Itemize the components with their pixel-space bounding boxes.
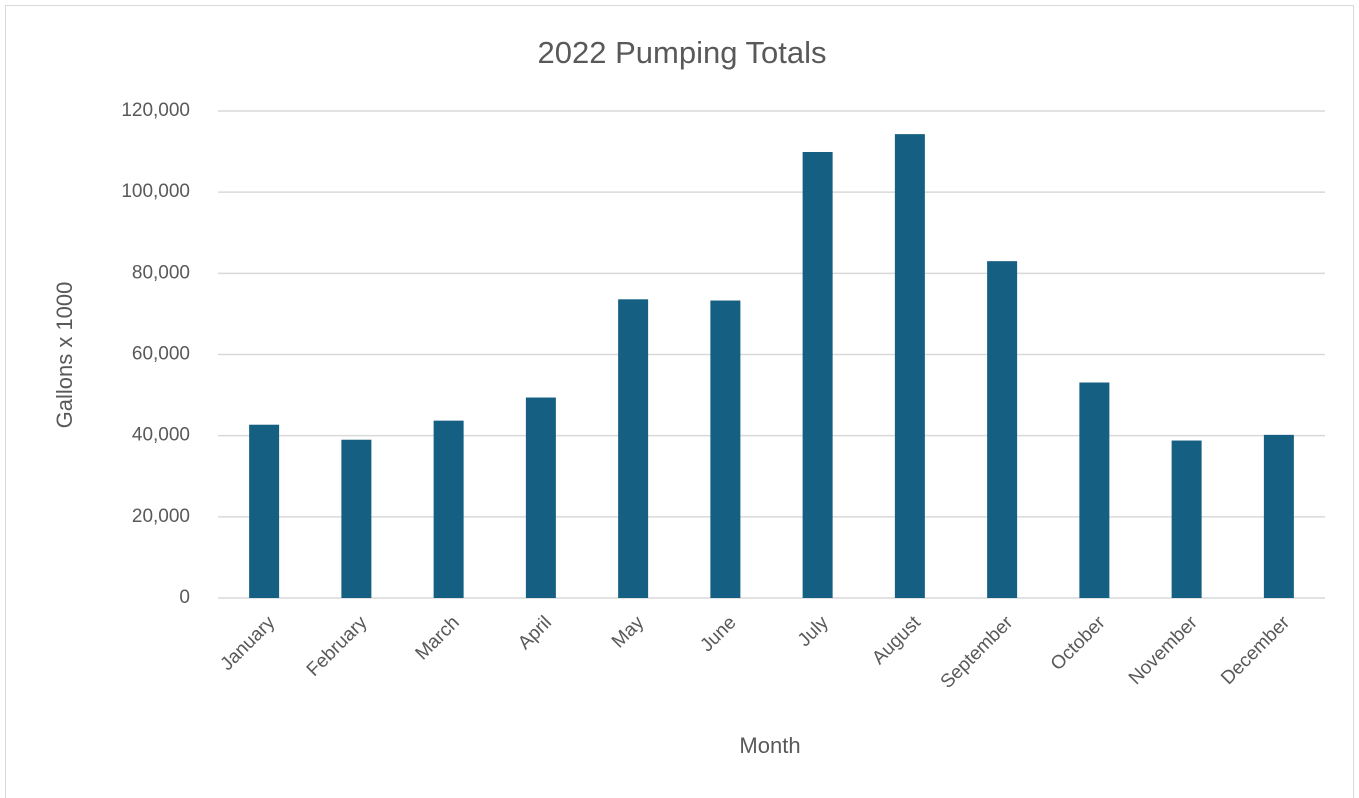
bar — [710, 300, 741, 598]
y-tick-label: 100,000 — [121, 181, 190, 202]
y-tick-label: 120,000 — [121, 100, 190, 121]
chart-title: 2022 Pumping Totals — [538, 35, 827, 70]
bar — [894, 134, 925, 598]
bar — [341, 439, 372, 598]
bar — [618, 299, 649, 598]
y-tick-label: 80,000 — [132, 262, 190, 283]
x-axis-title: Month — [739, 733, 800, 758]
bar — [525, 397, 556, 598]
y-tick-label: 40,000 — [132, 425, 190, 446]
chart-border — [5, 5, 1354, 798]
y-axis-title: Gallons x 1000 — [52, 282, 77, 429]
bar — [1171, 440, 1202, 598]
y-tick-label: 20,000 — [132, 506, 190, 527]
bar — [433, 420, 464, 598]
bar — [249, 424, 280, 598]
bar — [987, 261, 1018, 598]
bar — [1079, 382, 1110, 598]
y-tick-label: 0 — [179, 587, 190, 608]
bar — [802, 151, 833, 598]
y-tick-label: 60,000 — [132, 344, 190, 365]
bar — [1263, 434, 1294, 598]
